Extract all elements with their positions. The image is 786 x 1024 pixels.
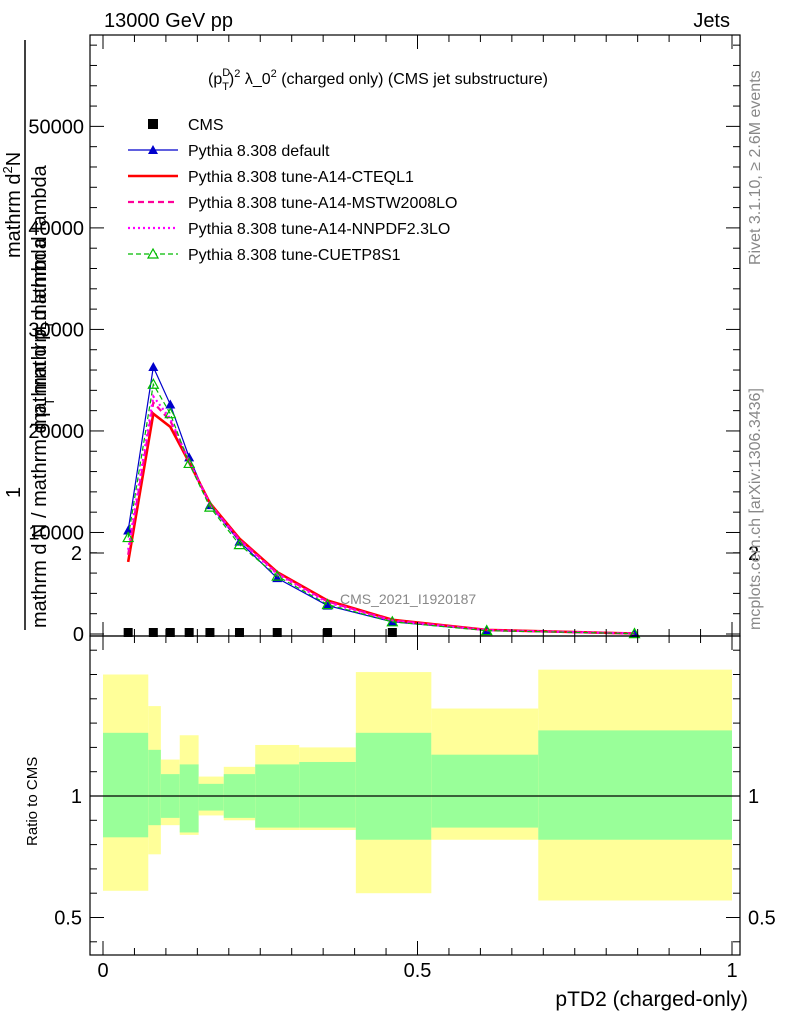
y-label-frac-one: 1	[3, 487, 25, 498]
series-point-5	[164, 407, 177, 419]
inner-band-bin	[148, 749, 161, 826]
series-point-5	[147, 378, 160, 389]
legend-label: CMS	[188, 117, 224, 134]
x-tick-label: 0.5	[404, 960, 432, 982]
y-tick-label: 50000	[28, 116, 84, 138]
legend-cms-marker	[148, 119, 158, 129]
ratio-tick-label-left: 2	[71, 543, 82, 565]
inner-band-bin	[355, 732, 432, 840]
title-exp: 2	[234, 68, 240, 80]
title-suffix: (charged only) (CMS jet substructure)	[277, 71, 548, 88]
mcplots-credit: mcplots.cern.ch [arXiv:1306.3436]	[747, 388, 764, 630]
title-rest: )	[229, 71, 234, 88]
x-axis-label: pTD2 (charged-only)	[555, 988, 748, 1011]
cms-data-point	[148, 628, 158, 637]
ratio-tick-label-right: 1	[748, 786, 759, 808]
ratio-tick-label-left: 0.5	[54, 908, 82, 930]
y-label-denominator: mathrm d pTmathrm d lambda	[29, 164, 57, 430]
y-tick-label: 10000	[28, 522, 84, 544]
series-point-5	[203, 500, 216, 512]
y-tick-label: 40000	[28, 218, 84, 240]
legend-label: Pythia 8.308 tune-A14-CTEQL1	[188, 169, 414, 186]
title-tail: λ_0	[240, 71, 270, 88]
series-curves	[122, 361, 641, 639]
cms-data-point	[323, 628, 333, 637]
legend-label: Pythia 8.308 default	[188, 143, 330, 160]
cms-data-point	[205, 628, 215, 637]
series-point-1	[322, 600, 333, 610]
y-axis-label-ratio: Ratio to CMS	[24, 757, 41, 846]
x-tick-label: 0	[97, 960, 108, 982]
title-sup: D	[222, 67, 230, 79]
chart-title: (pD T)2 λ_02 (charged only) (CMS jet subs…	[208, 67, 548, 93]
legend-marker	[148, 145, 158, 154]
title-sub: T	[222, 81, 229, 93]
cms-data-point	[123, 628, 133, 637]
ratio-uncertainty-bands	[103, 669, 732, 901]
cms-data-point	[272, 628, 282, 637]
y-label-lower: mathrm d N / mathrm d pTmathrm d lambda	[29, 237, 57, 628]
series-point-5	[628, 627, 641, 639]
inner-band-bin	[431, 754, 539, 828]
series-point-1	[165, 399, 176, 409]
cms-data-point	[184, 628, 194, 637]
y-tick-label: 20000	[28, 421, 84, 443]
series-point-5	[122, 531, 135, 543]
y-axis-label-main: 1 mathrm d2N mathrm d pTmathrm d lambda …	[0, 40, 57, 630]
inner-band-bin	[299, 761, 356, 828]
legend-entry: Pythia 8.308 tune-A14-MSTW2008LO	[128, 195, 457, 212]
title-exp2: 2	[271, 68, 277, 80]
legend: CMS Pythia 8.308 default Pythia 8.308 tune…	[128, 117, 457, 264]
inner-band-bin	[538, 730, 732, 840]
series-point-5	[321, 598, 334, 610]
legend-entry: Pythia 8.308 tune-A14-CTEQL1	[128, 169, 414, 186]
inner-band-bin	[198, 783, 224, 811]
series-point-5	[386, 615, 399, 627]
series-point-5	[233, 538, 246, 550]
watermark: CMS_2021_I1920187	[340, 591, 476, 607]
series-point-5	[271, 569, 284, 581]
series-line-4	[127, 393, 635, 635]
legend-label: Pythia 8.308 tune-A14-MSTW2008LO	[188, 195, 457, 212]
series-point-5	[183, 457, 196, 469]
legend-marker	[146, 247, 160, 259]
x-tick-label: 1	[726, 960, 737, 982]
ratio-tick-label-left: 1	[71, 786, 82, 808]
cms-data-point	[234, 628, 244, 637]
legend-entry: Pythia 8.308 tune-A14-NNPDF2.3LO	[128, 221, 450, 238]
inner-band-bin	[103, 732, 149, 838]
series-point-1	[123, 525, 134, 535]
series-line-5	[127, 382, 635, 635]
legend-entry: CMS	[148, 117, 224, 134]
y-tick-label: 0	[73, 624, 84, 646]
legend-label: Pythia 8.308 tune-CUETP8S1	[188, 247, 401, 264]
series-point-5	[480, 624, 493, 636]
legend-entry: Pythia 8.308 default	[128, 143, 330, 160]
axis-ticks: 0 10000 20000 30000 40000 50000 0 0.5 1 0.5 0.5 1 1 2…	[28, 35, 776, 982]
ratio-tick-label-right: 2	[748, 543, 759, 565]
legend-label: Pythia 8.308 tune-A14-NNPDF2.3LO	[188, 221, 450, 238]
series-point-1	[148, 361, 159, 371]
inner-band-bin	[179, 764, 199, 833]
header-right: Jets	[693, 10, 730, 32]
header-left: 13000 GeV pp	[104, 10, 233, 32]
title-p: (p	[208, 71, 222, 88]
cms-data-point	[387, 628, 397, 637]
rivet-version: Rivet 3.1.10, ≥ 2.6M events	[747, 70, 764, 265]
y-tick-label: 30000	[28, 319, 84, 341]
cms-data-point	[165, 628, 175, 637]
y-label-numerator: mathrm d2N	[0, 152, 25, 258]
ratio-tick-label-right: 0.5	[748, 908, 776, 930]
legend-entry: Pythia 8.308 tune-CUETP8S1	[128, 247, 401, 264]
